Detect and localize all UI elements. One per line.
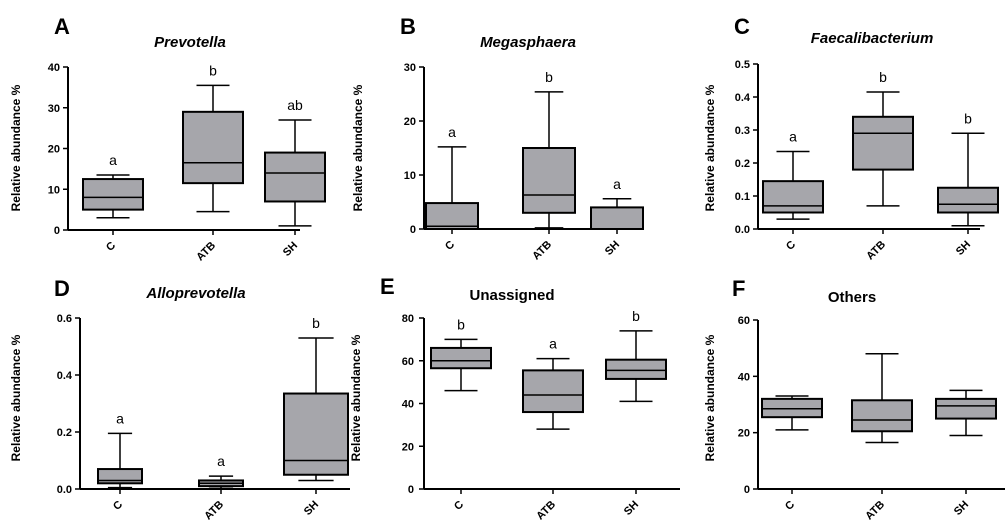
y-axis-label: Relative abundance % — [9, 334, 23, 461]
panel-title: Faecalibacterium — [811, 30, 934, 47]
box-iqr — [935, 397, 997, 420]
panel-letter: B — [400, 14, 416, 39]
significance-label: a — [549, 336, 557, 352]
significance-label: b — [312, 315, 320, 331]
x-tick-label: SH — [622, 499, 641, 518]
y-tick-label: 0.0 — [735, 224, 750, 236]
significance-label: b — [632, 308, 640, 324]
significance-label: a — [116, 410, 124, 426]
panel-letter: E — [380, 274, 395, 299]
y-axis-label: Relative abundance % — [351, 84, 365, 211]
y-tick-label: 0.1 — [735, 191, 750, 203]
y-tick-label: 30 — [48, 103, 60, 115]
y-tick-label: 0 — [408, 484, 414, 496]
x-tick-label: ATB — [530, 239, 554, 263]
box-iqr — [851, 399, 913, 433]
significance-label: a — [109, 152, 117, 168]
y-tick-label: 0.5 — [735, 59, 750, 71]
y-tick-label: 20 — [404, 116, 416, 128]
y-axis-label: Relative abundance % — [9, 84, 23, 211]
x-tick-label: ATB — [194, 240, 218, 264]
x-tick-label: C — [783, 499, 797, 513]
y-tick-label: 40 — [738, 371, 750, 383]
y-tick-label: 40 — [48, 62, 60, 74]
significance-label: b — [964, 110, 972, 126]
panel-letter: D — [54, 276, 70, 301]
x-tick-label: ATB — [534, 499, 558, 520]
y-tick-label: 10 — [404, 170, 416, 182]
x-tick-label: SH — [302, 499, 321, 518]
significance-label: b — [457, 316, 465, 332]
box-iqr — [937, 186, 999, 214]
significance-label: b — [879, 69, 887, 85]
x-tick-label: C — [111, 499, 125, 513]
box-iqr — [590, 206, 644, 230]
significance-label: a — [217, 453, 225, 469]
y-tick-label: 80 — [402, 313, 414, 325]
y-tick-label: 0.3 — [735, 125, 750, 137]
x-tick-label: ATB — [863, 499, 887, 520]
significance-label: b — [209, 62, 217, 78]
y-tick-label: 40 — [402, 399, 414, 411]
box-iqr — [522, 147, 576, 214]
panel-letter: C — [734, 14, 750, 39]
x-tick-label: C — [104, 240, 118, 254]
box-iqr — [425, 202, 479, 231]
y-tick-label: 0 — [744, 484, 750, 496]
y-tick-label: 20 — [402, 441, 414, 453]
panel-title: Unassigned — [469, 287, 554, 304]
x-tick-label: SH — [952, 499, 971, 518]
y-tick-label: 0.2 — [735, 158, 750, 170]
panel-title: Alloprevotella — [145, 285, 245, 302]
box-iqr — [852, 115, 914, 171]
y-tick-label: 20 — [48, 144, 60, 156]
y-tick-label: 0.6 — [57, 313, 72, 325]
y-tick-label: 20 — [738, 428, 750, 440]
x-tick-label: C — [443, 239, 457, 253]
x-tick-label: C — [784, 239, 798, 253]
panel-letter: A — [54, 14, 70, 39]
box-iqr — [283, 392, 349, 476]
significance-label: a — [789, 128, 797, 144]
significance-label: a — [448, 124, 456, 140]
y-tick-label: 0.4 — [735, 92, 751, 104]
box-iqr — [762, 180, 824, 214]
y-tick-label: 60 — [738, 315, 750, 327]
box-iqr — [430, 346, 492, 370]
panel-title: Prevotella — [154, 34, 226, 51]
y-tick-label: 0 — [54, 225, 60, 237]
y-tick-label: 0.2 — [57, 427, 72, 439]
x-tick-label: SH — [954, 239, 973, 258]
y-axis-label: Relative abundance % — [703, 84, 717, 211]
significance-label: b — [545, 69, 553, 85]
y-tick-label: 60 — [402, 356, 414, 368]
box-iqr — [82, 178, 144, 211]
significance-label: a — [613, 176, 621, 192]
x-tick-label: SH — [281, 240, 300, 259]
y-tick-label: 0.4 — [57, 370, 73, 382]
x-tick-label: ATB — [864, 239, 888, 263]
box-iqr — [264, 151, 326, 203]
x-tick-label: C — [452, 499, 466, 513]
x-tick-label: ATB — [202, 499, 226, 520]
y-tick-label: 10 — [48, 184, 60, 196]
box-iqr — [605, 358, 667, 380]
y-tick-label: 0 — [410, 224, 416, 236]
box-iqr — [182, 110, 244, 185]
box-iqr — [522, 369, 584, 414]
y-axis-label: Relative abundance % — [349, 334, 363, 461]
significance-label: ab — [287, 97, 303, 113]
y-tick-label: 30 — [404, 62, 416, 74]
panel-letter: F — [732, 276, 745, 301]
panel-title: Megasphaera — [480, 34, 576, 51]
y-axis-label: Relative abundance % — [703, 334, 717, 461]
x-tick-label: SH — [603, 239, 622, 258]
panel-title: Others — [828, 289, 876, 306]
y-tick-label: 0.0 — [57, 484, 72, 496]
